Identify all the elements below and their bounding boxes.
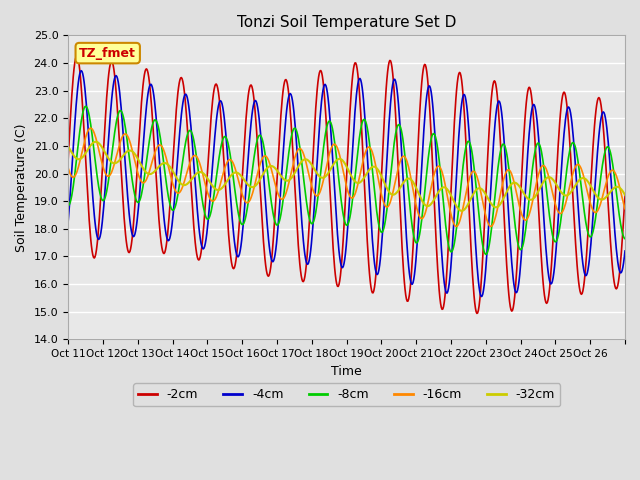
Line: -16cm: -16cm (68, 128, 625, 227)
-8cm (405, 191, 413, 197)
-16cm (621, 206, 629, 212)
-4cm (436, 221, 444, 227)
-8cm (260, 145, 268, 151)
-16cm (436, 164, 444, 170)
-4cm (282, 122, 289, 128)
-8cm (233, 200, 241, 205)
-4cm (131, 233, 138, 239)
-4cm (260, 180, 268, 185)
-32cm (260, 169, 268, 175)
-2cm (73, 53, 81, 59)
-2cm (260, 248, 268, 253)
-4cm (621, 248, 629, 254)
-8cm (64, 203, 72, 208)
-4cm (477, 294, 485, 300)
-16cm (64, 165, 72, 171)
-16cm (260, 153, 268, 159)
-2cm (64, 157, 72, 163)
-32cm (436, 187, 444, 193)
-8cm (131, 190, 138, 195)
-8cm (621, 236, 629, 241)
Line: -32cm: -32cm (68, 142, 625, 211)
-2cm (233, 252, 241, 258)
Line: -4cm: -4cm (68, 71, 625, 297)
-16cm (405, 165, 413, 170)
-32cm (621, 192, 629, 198)
-2cm (436, 295, 444, 300)
-2cm (282, 77, 289, 83)
X-axis label: Time: Time (332, 365, 362, 378)
-16cm (131, 156, 138, 161)
-16cm (87, 125, 95, 131)
Y-axis label: Soil Temperature (C): Soil Temperature (C) (15, 123, 28, 252)
-32cm (458, 208, 465, 214)
-4cm (77, 68, 85, 73)
-32cm (64, 144, 72, 150)
-32cm (131, 150, 138, 156)
-2cm (405, 296, 413, 302)
-16cm (487, 224, 495, 229)
Line: -8cm: -8cm (68, 106, 625, 254)
-4cm (64, 218, 72, 224)
-8cm (82, 103, 90, 109)
Title: Tonzi Soil Temperature Set D: Tonzi Soil Temperature Set D (237, 15, 456, 30)
Legend: -2cm, -4cm, -8cm, -16cm, -32cm: -2cm, -4cm, -8cm, -16cm, -32cm (133, 383, 560, 406)
-32cm (92, 139, 100, 144)
Line: -2cm: -2cm (68, 56, 625, 313)
-16cm (282, 192, 289, 198)
-8cm (436, 164, 444, 169)
-2cm (131, 212, 138, 217)
-2cm (473, 311, 481, 316)
-8cm (482, 252, 490, 257)
-8cm (282, 180, 289, 186)
-16cm (233, 170, 241, 176)
-2cm (621, 193, 629, 199)
-32cm (233, 169, 241, 175)
-32cm (282, 177, 289, 183)
Text: TZ_fmet: TZ_fmet (79, 47, 136, 60)
-4cm (405, 264, 413, 269)
-4cm (233, 252, 241, 257)
-32cm (405, 176, 413, 181)
